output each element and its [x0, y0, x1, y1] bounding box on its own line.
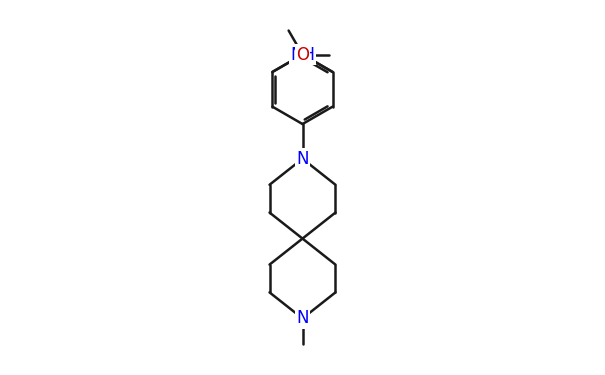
Text: N: N: [296, 150, 309, 168]
Text: NH: NH: [290, 46, 315, 64]
Text: N: N: [296, 309, 309, 327]
Text: O: O: [296, 46, 309, 64]
